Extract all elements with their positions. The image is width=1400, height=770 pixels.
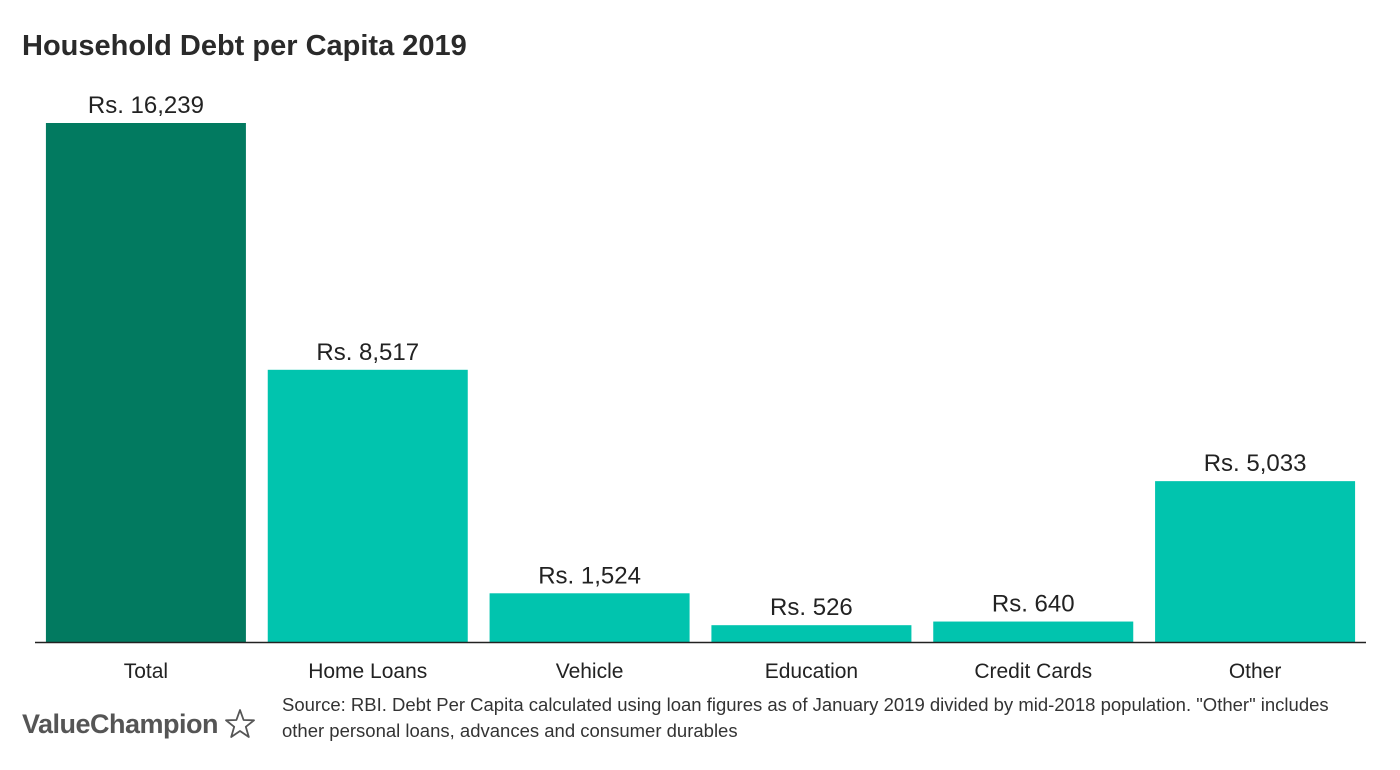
data-label: Rs. 640 xyxy=(992,591,1075,618)
x-tick-label: Total xyxy=(124,660,168,683)
bar-credit-cards xyxy=(933,621,1134,642)
data-label: Rs. 1,524 xyxy=(538,562,641,589)
bar-other xyxy=(1155,481,1356,642)
data-label: Rs. 526 xyxy=(770,594,853,621)
x-tick-label: Other xyxy=(1229,660,1282,683)
x-tick-label: Credit Cards xyxy=(974,660,1092,683)
bar-home-loans xyxy=(267,369,468,642)
data-label: Rs. 16,239 xyxy=(88,92,204,119)
x-tick-label: Vehicle xyxy=(556,660,624,683)
source-note: Source: RBI. Debt Per Capita calculated … xyxy=(282,694,1329,741)
brand-logo: ValueChampion xyxy=(22,708,256,740)
brand-name: ValueChampion xyxy=(22,708,219,739)
x-tick-label: Home Loans xyxy=(308,660,427,683)
data-label: Rs. 5,033 xyxy=(1204,450,1307,477)
chart-title: Household Debt per Capita 2019 xyxy=(22,30,467,62)
bar-education xyxy=(711,625,912,642)
bar-vehicle xyxy=(489,593,690,642)
x-tick-label: Education xyxy=(765,660,858,683)
star-icon xyxy=(225,709,255,738)
bar-total xyxy=(45,123,246,642)
data-label: Rs. 8,517 xyxy=(316,339,419,366)
